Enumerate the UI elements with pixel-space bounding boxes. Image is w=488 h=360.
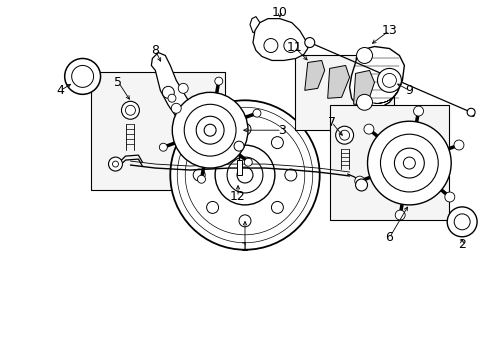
Circle shape — [196, 116, 224, 144]
Text: 2: 2 — [457, 238, 465, 251]
Circle shape — [121, 101, 139, 119]
Circle shape — [252, 109, 261, 117]
Circle shape — [339, 130, 349, 140]
Circle shape — [184, 104, 236, 156]
Circle shape — [354, 176, 364, 186]
Text: 7: 7 — [327, 116, 335, 129]
Circle shape — [178, 84, 188, 93]
Polygon shape — [151, 53, 192, 122]
Circle shape — [356, 94, 372, 110]
Polygon shape — [353, 71, 374, 104]
Circle shape — [394, 210, 405, 220]
Text: 8: 8 — [151, 44, 159, 57]
Circle shape — [355, 179, 367, 191]
Circle shape — [335, 126, 353, 144]
Circle shape — [444, 192, 454, 202]
Circle shape — [234, 141, 244, 151]
Polygon shape — [349, 46, 404, 110]
Circle shape — [453, 140, 463, 150]
Circle shape — [380, 134, 437, 192]
Circle shape — [72, 66, 93, 87]
Circle shape — [108, 157, 122, 171]
Text: 4: 4 — [57, 84, 64, 97]
Circle shape — [162, 86, 174, 98]
Circle shape — [125, 105, 135, 115]
Polygon shape — [327, 66, 349, 98]
Circle shape — [356, 48, 372, 63]
Circle shape — [466, 108, 474, 116]
Polygon shape — [237, 160, 242, 175]
Circle shape — [244, 158, 252, 166]
Circle shape — [394, 148, 424, 178]
Polygon shape — [304, 60, 324, 90]
Text: 3: 3 — [277, 124, 285, 137]
Circle shape — [283, 39, 297, 53]
Circle shape — [377, 68, 401, 92]
Circle shape — [447, 207, 476, 237]
Bar — [90, 72, 224, 190]
Circle shape — [172, 92, 247, 168]
Circle shape — [304, 37, 314, 48]
Circle shape — [413, 106, 423, 116]
Circle shape — [197, 175, 205, 183]
Polygon shape — [252, 19, 307, 60]
Text: 9: 9 — [405, 84, 412, 97]
Text: 1: 1 — [241, 241, 248, 254]
Text: 12: 12 — [230, 190, 245, 203]
Circle shape — [170, 100, 319, 250]
Circle shape — [367, 121, 450, 205]
Circle shape — [403, 157, 414, 169]
Text: 6: 6 — [385, 231, 392, 244]
Circle shape — [264, 39, 277, 53]
Text: 13: 13 — [381, 24, 397, 37]
Bar — [329, 105, 448, 220]
Circle shape — [363, 124, 373, 134]
Circle shape — [382, 73, 396, 87]
Bar — [294, 55, 394, 130]
Text: 10: 10 — [271, 6, 287, 19]
Circle shape — [112, 161, 118, 167]
Circle shape — [159, 143, 167, 151]
Text: 11: 11 — [286, 41, 302, 54]
Circle shape — [203, 124, 216, 136]
Circle shape — [171, 103, 181, 113]
Text: 5: 5 — [114, 76, 122, 89]
Circle shape — [214, 77, 223, 85]
Circle shape — [453, 214, 469, 230]
Circle shape — [168, 94, 176, 102]
Circle shape — [64, 58, 101, 94]
